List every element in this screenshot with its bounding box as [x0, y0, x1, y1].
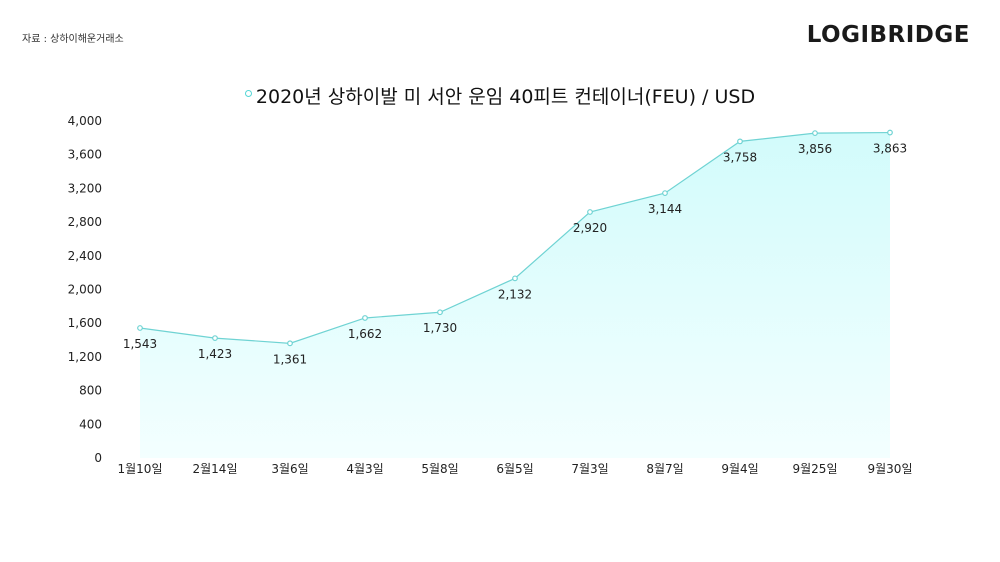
y-tick-label: 400 — [79, 417, 102, 431]
y-tick-label: 800 — [79, 384, 102, 398]
chart-title: 2020년 상하이발 미 서안 운임 40피트 컨테이너(FEU) / USD — [255, 86, 756, 108]
data-label: 3,144 — [648, 202, 682, 216]
data-label: 1,543 — [123, 337, 157, 351]
data-point — [737, 138, 743, 145]
y-tick-label: 1,600 — [68, 316, 102, 330]
y-tick-label: 3,200 — [68, 181, 102, 195]
x-tick-label: 2월14일 — [193, 462, 238, 476]
data-point — [662, 190, 668, 197]
data-point — [587, 209, 593, 215]
data-label: 3,856 — [798, 142, 832, 156]
x-tick-label: 8월7일 — [646, 462, 683, 476]
data-point — [137, 325, 143, 331]
data-label: 1,662 — [348, 327, 382, 341]
data-markers — [137, 129, 893, 347]
source-note: 자료 : 상하이해운거래소 — [22, 34, 124, 45]
data-point — [437, 309, 443, 316]
area-fill — [140, 132, 890, 459]
title-marker-icon — [244, 90, 252, 97]
data-point — [362, 315, 368, 321]
data-label: 2,920 — [573, 221, 607, 235]
data-labels: 1,543 1,423 1,361 1,662 1,730 2,132 2,920 3,144… — [123, 142, 907, 367]
data-point — [287, 340, 293, 347]
x-tick-label: 9월4일 — [721, 462, 758, 476]
chart-title-row: 2020년 상하이발 미 서안 운임 40피트 컨테이너(FEU) / USD — [0, 82, 1000, 109]
data-label: 1,423 — [198, 347, 232, 361]
y-axis: 0 400 800 1,200 1,600 2,000 2,400 2,800 3,200 3,6… — [68, 114, 102, 465]
x-tick-label: 6월5일 — [496, 462, 533, 476]
data-label: 3,758 — [723, 150, 757, 164]
y-tick-label: 4,000 — [68, 114, 102, 128]
y-tick-label: 0 — [94, 451, 102, 465]
data-label: 1,730 — [423, 321, 457, 335]
data-label: 1,361 — [273, 352, 307, 366]
y-tick-label: 3,600 — [68, 148, 102, 162]
data-label: 2,132 — [498, 287, 532, 301]
x-axis: 1월10일 2월14일 3월6일 4월3일 5월8일 6월5일 7월3일 8월7일 9월4일 9월… — [118, 462, 913, 476]
data-label: 3,863 — [873, 142, 907, 156]
y-tick-label: 2,000 — [68, 283, 102, 297]
x-tick-label: 3월6일 — [271, 462, 308, 476]
data-point — [212, 335, 218, 342]
x-tick-label: 1월10일 — [118, 462, 163, 476]
x-tick-label: 9월30일 — [868, 462, 913, 476]
x-tick-label: 5월8일 — [421, 462, 458, 476]
y-tick-label: 2,400 — [68, 249, 102, 263]
x-tick-label: 7월3일 — [571, 462, 608, 476]
data-point — [812, 130, 818, 137]
x-tick-label: 9월25일 — [793, 462, 838, 476]
y-tick-label: 2,800 — [68, 215, 102, 229]
x-tick-label: 4월3일 — [346, 462, 383, 476]
y-tick-label: 1,200 — [68, 350, 102, 364]
brand-logo: LOGIBRIDGE — [806, 22, 970, 48]
data-point — [887, 129, 893, 136]
data-point — [512, 275, 518, 282]
